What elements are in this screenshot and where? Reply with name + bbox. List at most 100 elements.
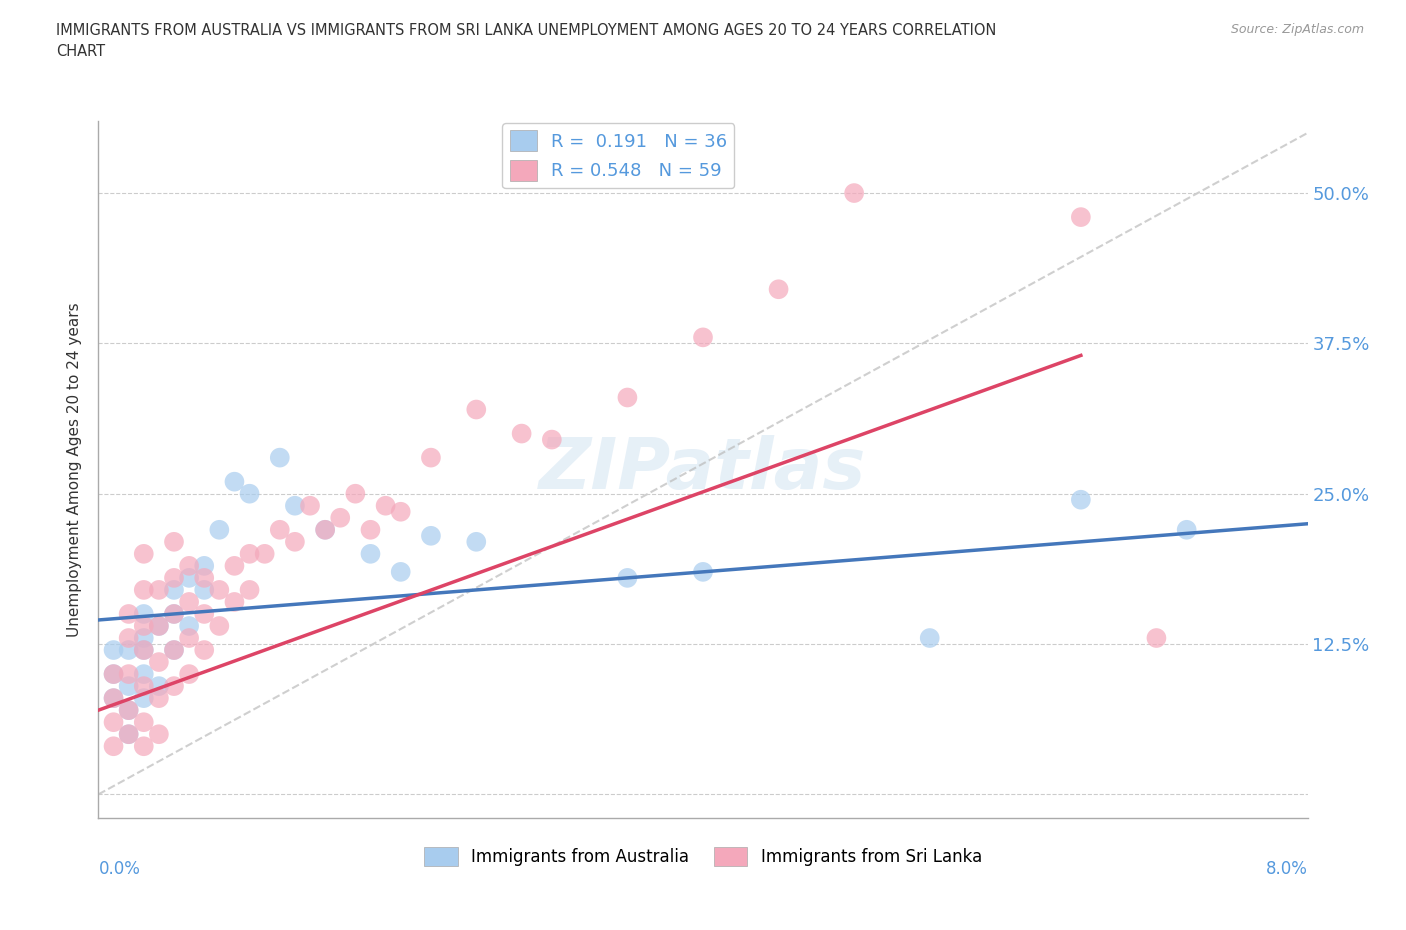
Point [193, 558, 215, 573]
Point [132, 547, 155, 562]
Point [103, 691, 125, 706]
Point [510, 426, 533, 441]
Point [103, 667, 125, 682]
Point [163, 570, 186, 585]
Point [163, 679, 186, 694]
Point [118, 643, 141, 658]
Point [132, 738, 155, 753]
Point [132, 606, 155, 621]
Point [253, 547, 276, 562]
Point [208, 618, 231, 633]
Point [299, 498, 322, 513]
Point [540, 432, 562, 447]
Text: 8.0%: 8.0% [1265, 860, 1308, 878]
Point [844, 186, 866, 201]
Point [103, 643, 125, 658]
Point [284, 498, 307, 513]
Point [179, 558, 201, 573]
Point [132, 715, 155, 730]
Point [193, 582, 215, 597]
Text: IMMIGRANTS FROM AUSTRALIA VS IMMIGRANTS FROM SRI LANKA UNEMPLOYMENT AMONG AGES 2: IMMIGRANTS FROM AUSTRALIA VS IMMIGRANTS … [56, 23, 997, 60]
Point [208, 523, 231, 538]
Point [163, 535, 186, 550]
Point [1175, 523, 1198, 538]
Point [118, 726, 141, 741]
Y-axis label: Unemployment Among Ages 20 to 24 years: Unemployment Among Ages 20 to 24 years [67, 302, 83, 637]
Point [148, 691, 170, 706]
Point [1146, 631, 1168, 645]
Point [118, 703, 141, 718]
Point [132, 582, 155, 597]
Point [132, 643, 155, 658]
Point [616, 390, 638, 405]
Point [103, 738, 125, 753]
Point [118, 667, 141, 682]
Point [118, 679, 141, 694]
Point [148, 618, 170, 633]
Point [616, 570, 638, 585]
Point [179, 631, 201, 645]
Point [208, 582, 231, 597]
Point [465, 402, 488, 417]
Point [148, 618, 170, 633]
Point [329, 511, 352, 525]
Point [314, 523, 336, 538]
Point [918, 631, 941, 645]
Point [239, 582, 262, 597]
Point [193, 606, 215, 621]
Text: ZIPatlas: ZIPatlas [540, 435, 866, 504]
Point [314, 523, 336, 538]
Point [132, 667, 155, 682]
Point [118, 631, 141, 645]
Point [132, 691, 155, 706]
Point [103, 667, 125, 682]
Point [118, 726, 141, 741]
Point [132, 631, 155, 645]
Point [193, 643, 215, 658]
Point [132, 643, 155, 658]
Point [692, 565, 714, 579]
Point [1070, 209, 1092, 224]
Point [768, 282, 790, 297]
Point [118, 703, 141, 718]
Point [239, 547, 262, 562]
Point [239, 486, 262, 501]
Point [360, 523, 382, 538]
Point [148, 726, 170, 741]
Point [193, 570, 215, 585]
Point [224, 594, 246, 609]
Point [374, 498, 396, 513]
Point [163, 582, 186, 597]
Point [179, 594, 201, 609]
Point [420, 450, 443, 465]
Point [118, 606, 141, 621]
Point [132, 679, 155, 694]
Point [224, 474, 246, 489]
Point [269, 450, 291, 465]
Legend: R =  0.191   N = 36, R = 0.548   N = 59: R = 0.191 N = 36, R = 0.548 N = 59 [502, 123, 734, 188]
Point [179, 618, 201, 633]
Point [163, 643, 186, 658]
Point [148, 679, 170, 694]
Point [103, 691, 125, 706]
Text: 0.0%: 0.0% [98, 860, 141, 878]
Point [163, 643, 186, 658]
Text: Source: ZipAtlas.com: Source: ZipAtlas.com [1230, 23, 1364, 36]
Point [103, 715, 125, 730]
Point [163, 606, 186, 621]
Point [148, 655, 170, 670]
Point [132, 618, 155, 633]
Point [284, 535, 307, 550]
Point [1070, 492, 1092, 507]
Point [389, 565, 412, 579]
Point [269, 523, 291, 538]
Point [360, 547, 382, 562]
Point [179, 667, 201, 682]
Point [224, 558, 246, 573]
Point [179, 570, 201, 585]
Point [692, 330, 714, 345]
Point [344, 486, 367, 501]
Point [420, 528, 443, 543]
Point [389, 504, 412, 519]
Point [163, 606, 186, 621]
